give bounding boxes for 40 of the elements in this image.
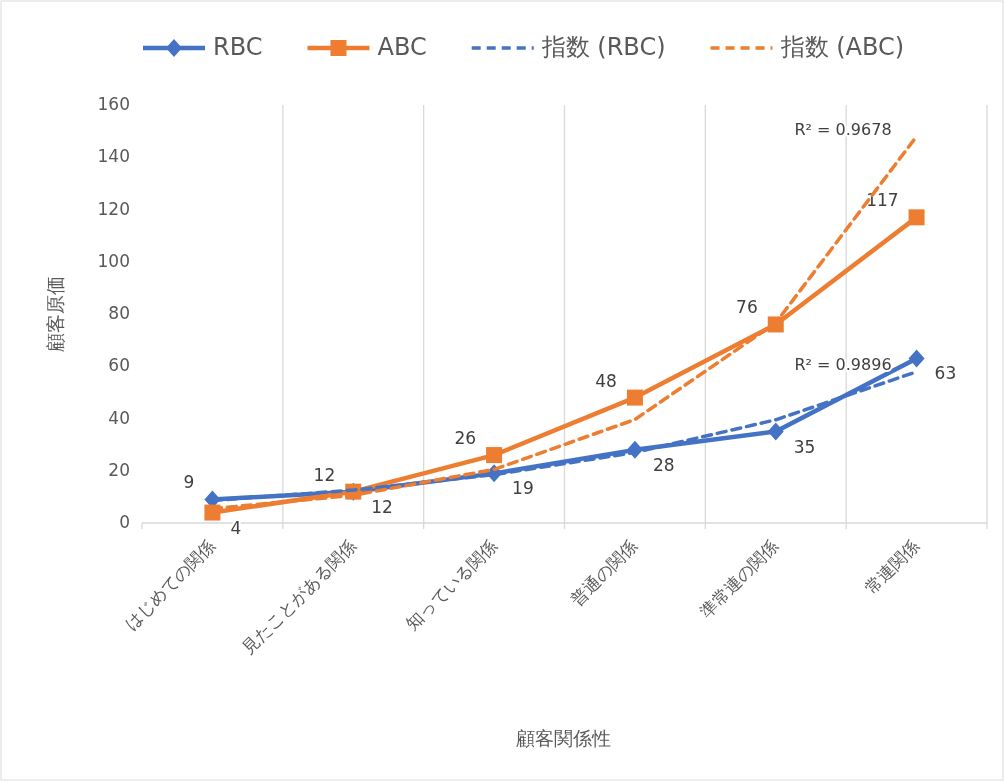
x-tick-label: 準常連の関係 [695, 535, 783, 622]
point [908, 209, 925, 226]
point [626, 389, 643, 406]
y-tick-label: 160 [97, 94, 130, 114]
y-tick-label: 80 [108, 303, 130, 323]
point [767, 422, 784, 441]
point [486, 447, 503, 464]
legend-label: ABC [377, 33, 427, 61]
legend-label: 指数 (ABC) [779, 33, 905, 61]
y-tick-label: 140 [97, 146, 130, 167]
y-axis-title: 顧客原価 [44, 276, 66, 352]
data-label: 26 [454, 428, 477, 449]
y-tick-label: 60 [108, 355, 130, 376]
x-axis-title: 顧客関係性 [516, 727, 611, 749]
x-tick-label: はじめての関係 [120, 535, 219, 634]
data-label: 117 [866, 190, 899, 211]
x-tick-label: 常連関係 [860, 535, 923, 598]
data-label: 19 [512, 478, 534, 499]
data-label: 28 [652, 454, 675, 475]
y-tick-label: 20 [108, 459, 130, 480]
legend-label: RBC [213, 33, 263, 61]
data-label: 12 [313, 464, 336, 485]
y-tick-label: 40 [108, 407, 130, 428]
y-tick-label: 120 [97, 198, 130, 219]
legend-label: 指数 (RBC) [540, 33, 666, 61]
annotation: R² = 0.9678 [794, 119, 892, 139]
point [908, 349, 925, 368]
x-tick-label: 普通の関係 [567, 535, 642, 610]
data-label: 35 [793, 436, 816, 457]
data-label: 63 [934, 363, 957, 384]
data-label: 48 [595, 370, 617, 391]
annotation: R² = 0.9896 [794, 355, 892, 375]
data-label: 4 [230, 517, 242, 538]
y-tick-label: 0 [119, 512, 130, 532]
data-label: 9 [183, 472, 195, 493]
y-tick-label: 100 [97, 250, 130, 271]
x-tick-label: 知っている関係 [402, 535, 501, 634]
x-tick-label: 見たことがある関係 [237, 535, 360, 658]
data-label: 12 [371, 496, 393, 517]
data-label: 76 [736, 297, 758, 318]
